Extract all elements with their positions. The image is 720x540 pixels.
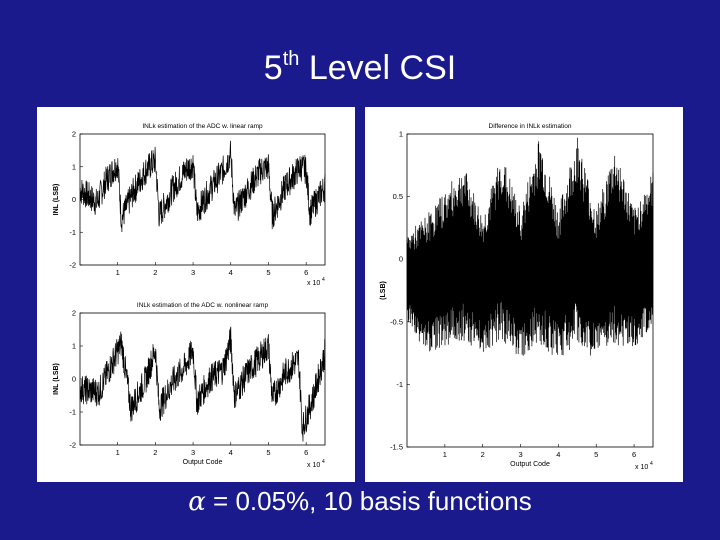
x-tick-label: 2 xyxy=(153,448,157,457)
series-line xyxy=(79,140,326,233)
chart-title: INLk estimation of the ADC w. linear ram… xyxy=(142,123,263,130)
y-tick-label: -1 xyxy=(69,408,76,417)
y-tick-label: 1 xyxy=(72,342,76,351)
y-axis-label: INL (LSB) xyxy=(53,184,60,216)
x-multiplier-label: x 10 xyxy=(635,464,648,471)
x-tick-label: 5 xyxy=(594,450,598,459)
series-line xyxy=(79,326,326,442)
y-tick-label: -1 xyxy=(396,380,403,389)
x-tick-label: 3 xyxy=(518,450,522,459)
chart-title: Difference in INLk estimation xyxy=(489,123,572,130)
x-tick-label: 2 xyxy=(481,450,485,459)
x-multiplier-exponent: 4 xyxy=(322,459,325,465)
right-figure-panel: Difference in INLk estimation 1 2 3 4 5 6 -1.5 -… xyxy=(365,107,683,482)
y-tick-label: 1 xyxy=(399,130,403,139)
x-tick-label: 3 xyxy=(191,268,195,277)
y-tick-label: 2 xyxy=(72,130,76,139)
y-tick-label: 0 xyxy=(72,375,76,384)
x-tick-label: 4 xyxy=(556,450,560,459)
y-tick-label: 0 xyxy=(399,255,403,264)
chart-inl-difference: Difference in INLk estimation 1 2 3 4 5 6 -1.5 -… xyxy=(380,123,654,471)
x-multiplier-label: x 10 xyxy=(307,280,320,287)
x-multiplier-label: x 10 xyxy=(307,462,320,469)
x-tick-label: 6 xyxy=(304,268,308,277)
x-multiplier-exponent: 4 xyxy=(650,461,653,467)
y-tick-label: 2 xyxy=(72,309,76,318)
x-tick-label: 6 xyxy=(304,448,308,457)
alpha-symbol: α xyxy=(188,487,206,517)
y-tick-label: -1.5 xyxy=(390,443,403,452)
x-tick-label: 6 xyxy=(632,450,636,459)
x-tick-label: 1 xyxy=(116,268,120,277)
x-tick-label: 2 xyxy=(153,268,157,277)
y-tick-label: 0 xyxy=(72,195,76,204)
chart-inl-linear: INLk estimation of the ADC w. linear ram… xyxy=(53,123,326,287)
series-trace xyxy=(79,140,326,233)
chart-inl-nonlinear: INLk estimation of the ADC w. nonlinear … xyxy=(53,302,326,469)
x-tick-label: 5 xyxy=(266,268,270,277)
x-tick-label: 4 xyxy=(229,268,233,277)
series-trace xyxy=(79,326,326,442)
x-axis-label: Output Code xyxy=(510,461,550,468)
series-trace xyxy=(406,137,654,356)
chart-title: INLk estimation of the ADC w. nonlinear … xyxy=(137,302,269,309)
x-tick-label: 5 xyxy=(266,448,270,457)
x-tick-label: 1 xyxy=(116,448,120,457)
y-axis-label: INL (LSB) xyxy=(53,363,60,395)
x-tick-label: 1 xyxy=(443,450,447,459)
y-axis-label: (LSB) xyxy=(380,281,387,300)
slide-title: 5th Level CSI xyxy=(263,48,457,87)
x-axis-label: Output Code xyxy=(183,459,223,466)
y-tick-label: -0.5 xyxy=(390,317,403,326)
y-tick-label: -2 xyxy=(69,261,76,270)
slide-caption: α = 0.05%, 10 basis functions xyxy=(188,486,532,517)
series-line xyxy=(406,137,654,356)
left-figure-panel: INLk estimation of the ADC w. linear ram… xyxy=(37,107,355,482)
x-multiplier-exponent: 4 xyxy=(322,277,325,283)
y-tick-label: -1 xyxy=(69,228,76,237)
x-tick-label: 4 xyxy=(229,448,233,457)
y-tick-label: -2 xyxy=(69,441,76,450)
y-tick-label: 0.5 xyxy=(393,192,403,201)
x-tick-label: 3 xyxy=(191,448,195,457)
y-tick-label: 1 xyxy=(72,162,76,171)
